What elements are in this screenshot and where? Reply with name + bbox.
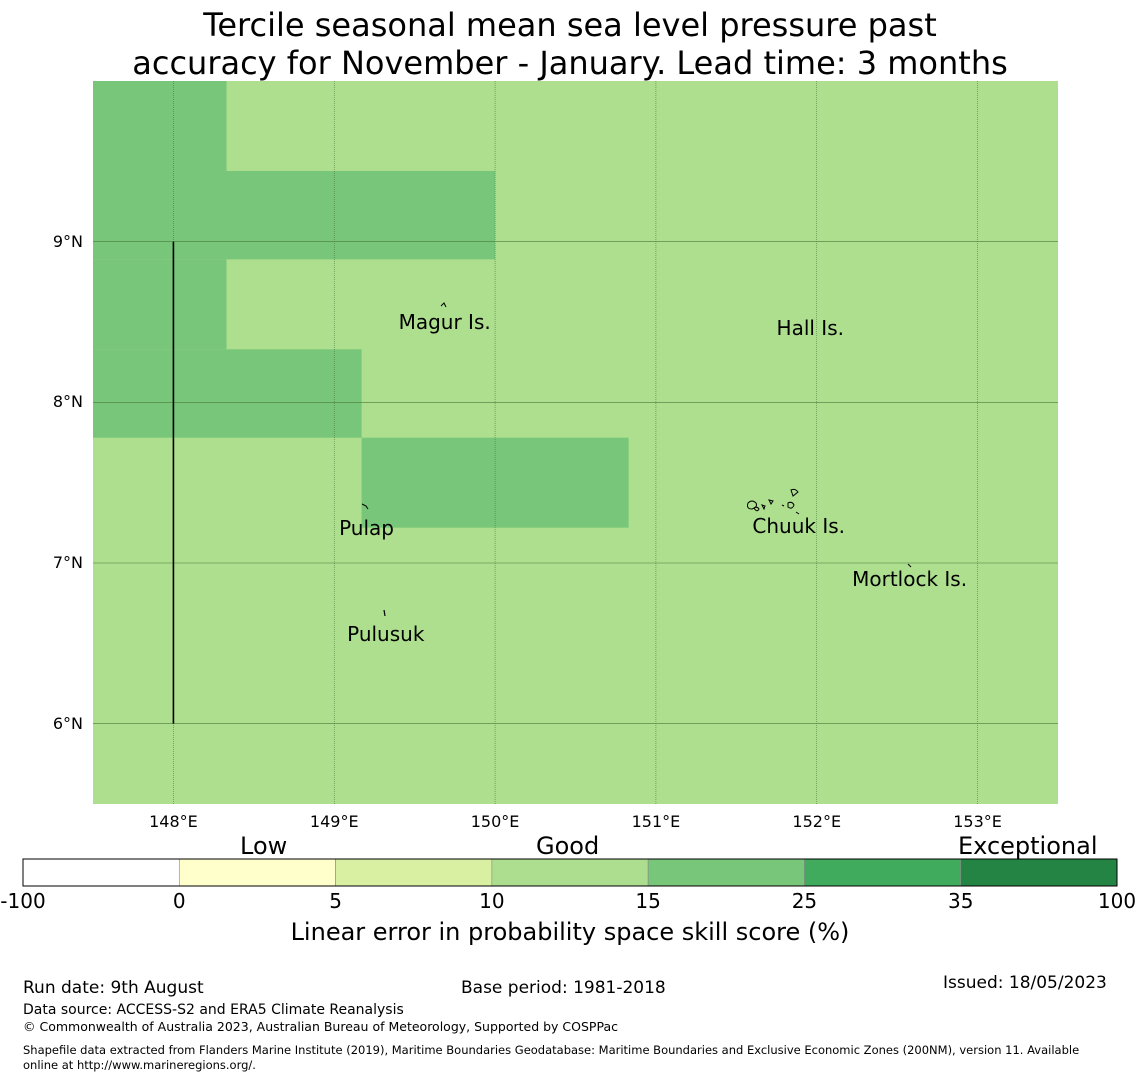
colorbar-segment	[178, 858, 336, 887]
colorbar-label: Linear error in probability space skill …	[290, 918, 850, 946]
colorbar-tick-label: 35	[947, 889, 974, 913]
colorbar-tick-label: 15	[635, 889, 661, 913]
shapefile-credit-line-1: Shapefile data extracted from Flanders M…	[23, 1043, 1080, 1057]
lon-tick-label: 150°E	[470, 812, 520, 831]
skill-cell	[93, 259, 227, 350]
lat-tick-label: 6°N	[52, 713, 83, 733]
colorbar-segment	[491, 858, 649, 887]
base-period: Base period: 1981-2018	[461, 978, 666, 998]
skill-cell	[93, 349, 362, 438]
shapefile-credit-line-2: online at http://www.marineregions.org/.	[23, 1058, 256, 1072]
colorbar-segment	[647, 858, 805, 887]
map-title-line-1: Tercile seasonal mean sea level pressure…	[203, 6, 937, 44]
island-outlines	[361, 302, 912, 617]
run-date: Run date: 9th August	[23, 978, 204, 998]
colorbar-frame	[22, 858, 1118, 887]
place-label: Magur Is.	[398, 310, 491, 334]
colorbar-tick-label: 100	[1097, 889, 1137, 913]
place-label: Pulap	[339, 515, 394, 540]
colorbar-category-good: Good	[536, 832, 600, 860]
colorbar-segment	[22, 858, 180, 887]
lat-tick-label: 7°N	[52, 553, 83, 572]
colorbar-segment	[335, 858, 493, 887]
place-label: Hall Is.	[776, 316, 844, 341]
colorbar-tick-label: 0	[172, 889, 186, 913]
map-title: Tercile seasonal mean sea level pressure…	[0, 6, 1140, 82]
lon-tick-label: 151°E	[631, 812, 681, 831]
colorbar-tick-label: -100	[0, 889, 46, 913]
data-source: Data source: ACCESS-S2 and ERA5 Climate …	[23, 1002, 404, 1018]
lon-tick-label: 153°E	[953, 812, 1002, 831]
place-label: Mortlock Is.	[852, 567, 968, 592]
colorbar-tick-label: 5	[329, 889, 342, 913]
colorbar-segment	[804, 858, 962, 887]
place-label: Pulusuk	[347, 621, 425, 646]
lat-tick-label: 9°N	[52, 231, 83, 251]
lon-tick-label: 149°E	[309, 812, 359, 831]
colorbar-tick-label: 10	[479, 889, 505, 913]
lon-tick-label: 148°E	[149, 812, 198, 831]
copyright: © Commonwealth of Australia 2023, Austra…	[23, 1019, 618, 1034]
skill-cell	[93, 170, 496, 260]
map-title-line-2: accuracy for November - January. Lead ti…	[132, 44, 1008, 82]
issued-date: Issued: 18/05/2023	[943, 973, 1107, 993]
colorbar-segment	[960, 858, 1118, 887]
colorbar-category-low: Low	[240, 832, 288, 860]
place-label: Chuuk Is.	[752, 514, 846, 539]
skill-cell	[361, 437, 629, 528]
lat-tick-label: 8°N	[52, 392, 83, 412]
lon-tick-label: 152°E	[792, 812, 842, 831]
colorbar-category-exceptional: Exceptional	[958, 832, 1098, 860]
colorbar-tick-label: 25	[791, 889, 818, 913]
skill-cell	[93, 81, 227, 171]
